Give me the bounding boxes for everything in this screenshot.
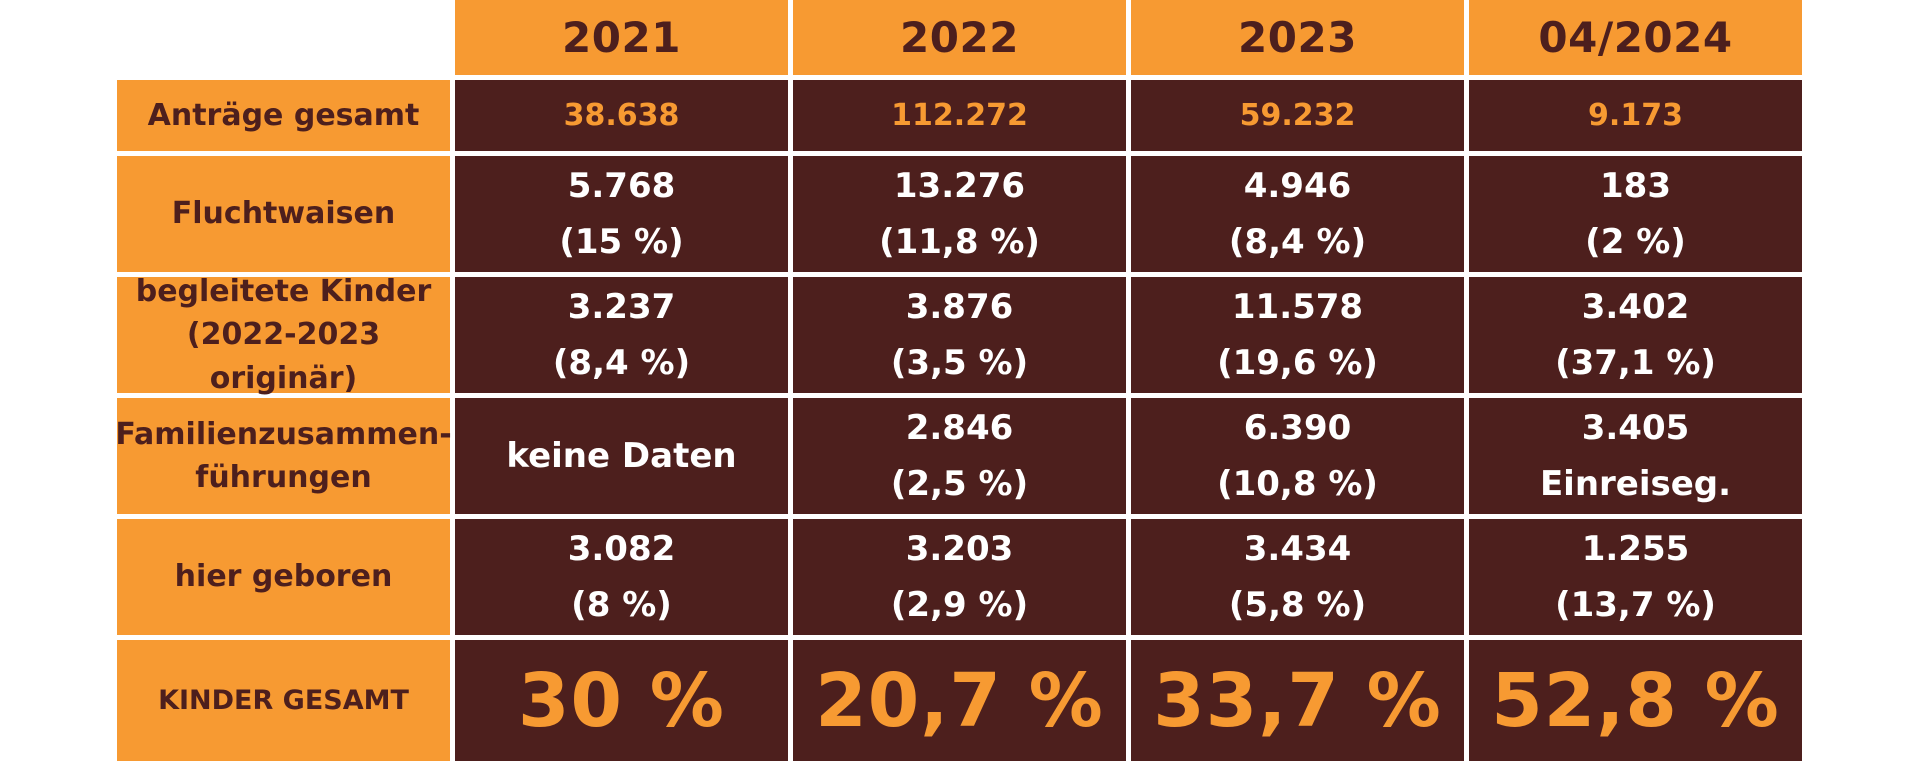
cell-share: (8 %) [571, 585, 672, 625]
year-label: 2022 [900, 13, 1019, 62]
geboren-cell: 1.255 (13,7 %) [1469, 519, 1802, 635]
cell-value: 3.082 [567, 528, 676, 569]
row-label-text: KINDER GESAMT [158, 685, 409, 716]
antraege-cell: 112.272 [793, 80, 1126, 151]
fluchtwaisen-cell: 5.768 (15 %) [455, 156, 788, 272]
row-label-text: Anträge gesamt [147, 97, 420, 133]
cell-value: 6.390 [1243, 407, 1352, 448]
antraege-cell: 9.173 [1469, 80, 1802, 151]
geboren-cell: 3.082 (8 %) [455, 519, 788, 635]
cell-value: 3.405 [1581, 407, 1690, 448]
antraege-cell: 38.638 [455, 80, 788, 151]
cell-value: 3.402 [1581, 286, 1690, 327]
kinder-gesamt-cell: 33,7 % [1131, 640, 1464, 761]
kinder-gesamt-cell: 52,8 % [1469, 640, 1802, 761]
row-label-text: Fluchtwaisen [171, 196, 396, 232]
row-label-text: Familienzusammen- [115, 416, 452, 452]
cell-value: 2.846 [905, 407, 1014, 448]
row-label-antraege: Anträge gesamt [117, 80, 450, 151]
geboren-cell: 3.434 (5,8 %) [1131, 519, 1464, 635]
row-label-kinder-gesamt: KINDER GESAMT [117, 640, 450, 761]
cell-share: (2,5 %) [890, 464, 1029, 504]
cell-value: 1.255 [1581, 528, 1690, 569]
fluchtwaisen-cell: 13.276 (11,8 %) [793, 156, 1126, 272]
cell-share: (19,6 %) [1217, 343, 1378, 383]
geboren-cell: 3.203 (2,9 %) [793, 519, 1126, 635]
no-data-text: keine Daten [506, 435, 737, 476]
row-label-begleitete-kinder: begleitete Kinder (2022-2023 originär) [117, 274, 450, 396]
cell-share: (5,8 %) [1228, 585, 1367, 625]
cell-value: 3.237 [567, 286, 676, 327]
antraege-value: 112.272 [891, 98, 1028, 133]
begleitete-cell: 3.237 (8,4 %) [455, 277, 788, 393]
cell-value: 5.768 [567, 165, 676, 206]
row-label-familienzusammenfuehrungen: Familienzusammen- führungen [115, 398, 452, 514]
familien-cell: 2.846 (2,5 %) [793, 398, 1126, 514]
cell-share: (3,5 %) [890, 343, 1029, 383]
fluchtwaisen-cell: 183 (2 %) [1469, 156, 1802, 272]
antraege-value: 9.173 [1588, 98, 1683, 133]
row-label-fluchtwaisen: Fluchtwaisen [117, 156, 450, 272]
familien-cell: keine Daten [455, 398, 788, 514]
familien-cell: 6.390 (10,8 %) [1131, 398, 1464, 514]
kinder-gesamt-value: 52,8 % [1491, 657, 1780, 744]
cell-share: (2,9 %) [890, 585, 1029, 625]
cell-share: (8,4 %) [1228, 222, 1367, 262]
cell-share: Einreiseg. [1539, 464, 1732, 504]
year-label: 2023 [1238, 13, 1357, 62]
cell-value: 11.578 [1231, 286, 1364, 327]
year-label: 2021 [562, 13, 681, 62]
cell-share: (11,8 %) [879, 222, 1040, 262]
cell-value: 183 [1600, 165, 1671, 206]
cell-share: (13,7 %) [1555, 585, 1716, 625]
cell-value: 3.434 [1243, 528, 1352, 569]
row-label-hier-geboren: hier geboren [117, 519, 450, 635]
year-header-2022: 2022 [793, 0, 1126, 75]
cell-share: (37,1 %) [1555, 343, 1716, 383]
begleitete-cell: 11.578 (19,6 %) [1131, 277, 1464, 393]
row-sublabel-text: (2022-2023 originär) [186, 317, 381, 396]
year-header-2021: 2021 [455, 0, 788, 75]
statistics-table: 2021 2022 2023 04/2024 Anträge gesamt 38… [115, 0, 1803, 768]
cell-value: 3.876 [905, 286, 1014, 327]
cell-value: 4.946 [1243, 165, 1352, 206]
begleitete-cell: 3.402 (37,1 %) [1469, 277, 1802, 393]
row-label-text: führungen [195, 460, 372, 495]
kinder-gesamt-value: 20,7 % [815, 657, 1104, 744]
fluchtwaisen-cell: 4.946 (8,4 %) [1131, 156, 1464, 272]
antraege-value: 59.232 [1239, 98, 1356, 133]
familien-cell: 3.405 Einreiseg. [1469, 398, 1802, 514]
begleitete-cell: 3.876 (3,5 %) [793, 277, 1126, 393]
cell-share: (2 %) [1585, 222, 1686, 262]
kinder-gesamt-cell: 20,7 % [793, 640, 1126, 761]
corner-cell [117, 0, 450, 75]
antraege-value: 38.638 [563, 98, 680, 133]
year-header-2024: 04/2024 [1469, 0, 1802, 75]
year-header-2023: 2023 [1131, 0, 1464, 75]
row-label-text: begleitete Kinder [135, 273, 432, 309]
row-label-text: hier geboren [174, 559, 393, 595]
cell-share: (8,4 %) [552, 343, 691, 383]
kinder-gesamt-cell: 30 % [455, 640, 788, 761]
antraege-cell: 59.232 [1131, 80, 1464, 151]
year-label: 04/2024 [1538, 13, 1733, 62]
kinder-gesamt-value: 33,7 % [1153, 657, 1442, 744]
cell-share: (15 %) [559, 222, 684, 262]
kinder-gesamt-value: 30 % [518, 657, 725, 744]
cell-value: 13.276 [893, 165, 1026, 206]
cell-share: (10,8 %) [1217, 464, 1378, 504]
cell-value: 3.203 [905, 528, 1014, 569]
